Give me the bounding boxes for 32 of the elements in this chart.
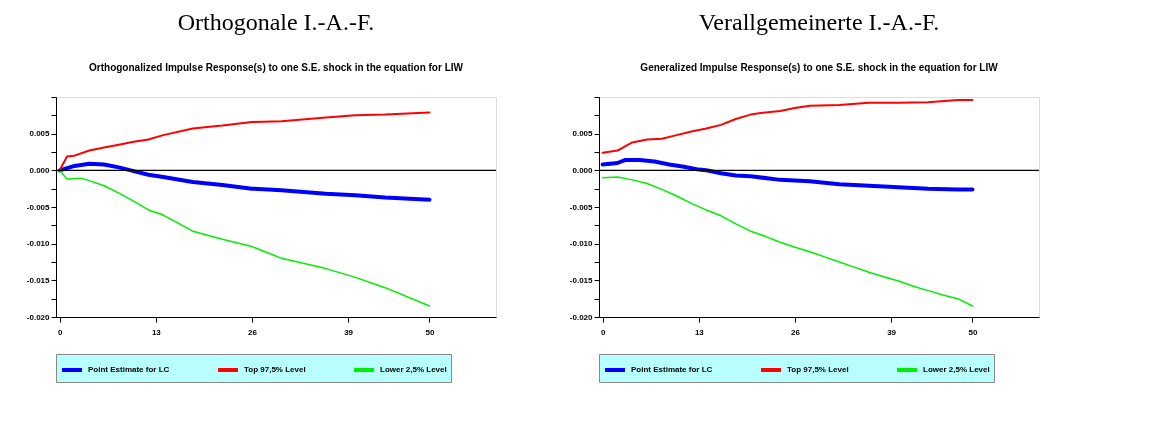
chart-subtitle: Generalized Impulse Response(s) to one S.E. shock in the equation for LIW [640,62,999,73]
x-tick-label: 26 [248,327,258,337]
x-tick-label: 13 [151,327,162,337]
y-tick-label: 0.005 [572,129,594,139]
y-tick-label: 0.005 [29,129,51,139]
y-tick-label: -0.020 [26,312,51,322]
y-tick-label: -0.005 [26,202,51,212]
y-tick-label: -0.010 [26,239,51,249]
y-tick-label: -0.010 [569,239,594,249]
y-tick-label: 0.000 [29,165,51,175]
x-tick-label: 13 [694,327,705,337]
x-tick-label: 50 [968,327,978,337]
x-tick-label: 39 [887,327,897,337]
y-tick-label: 0.000 [572,165,594,175]
legend-label: Point Estimate for LC [88,365,170,374]
chart-title: Verallgemeinerte I.-A.-F. [698,9,940,35]
legend-label: Top 97,5% Level [244,365,306,374]
y-tick-label: -0.005 [569,202,594,212]
y-tick-label: -0.020 [569,312,594,322]
x-tick-label: 39 [344,327,354,337]
y-tick-label: -0.015 [569,275,594,285]
x-tick-label: 0 [600,327,606,337]
x-tick-label: 26 [791,327,801,337]
x-tick-label: 50 [425,327,435,337]
chart-title: Orthogonale I.-A.-F. [177,9,375,35]
legend-label: Point Estimate for LC [631,365,713,374]
legend-label: Lower 2,5% Level [923,365,990,374]
y-tick-label: -0.015 [26,275,51,285]
x-tick-label: 0 [57,327,63,337]
legend-label: Lower 2,5% Level [380,365,447,374]
chart-subtitle: Orthogonalized Impulse Response(s) to one S.E. shock in the equation for LIW [89,62,464,73]
legend-label: Top 97,5% Level [787,365,849,374]
